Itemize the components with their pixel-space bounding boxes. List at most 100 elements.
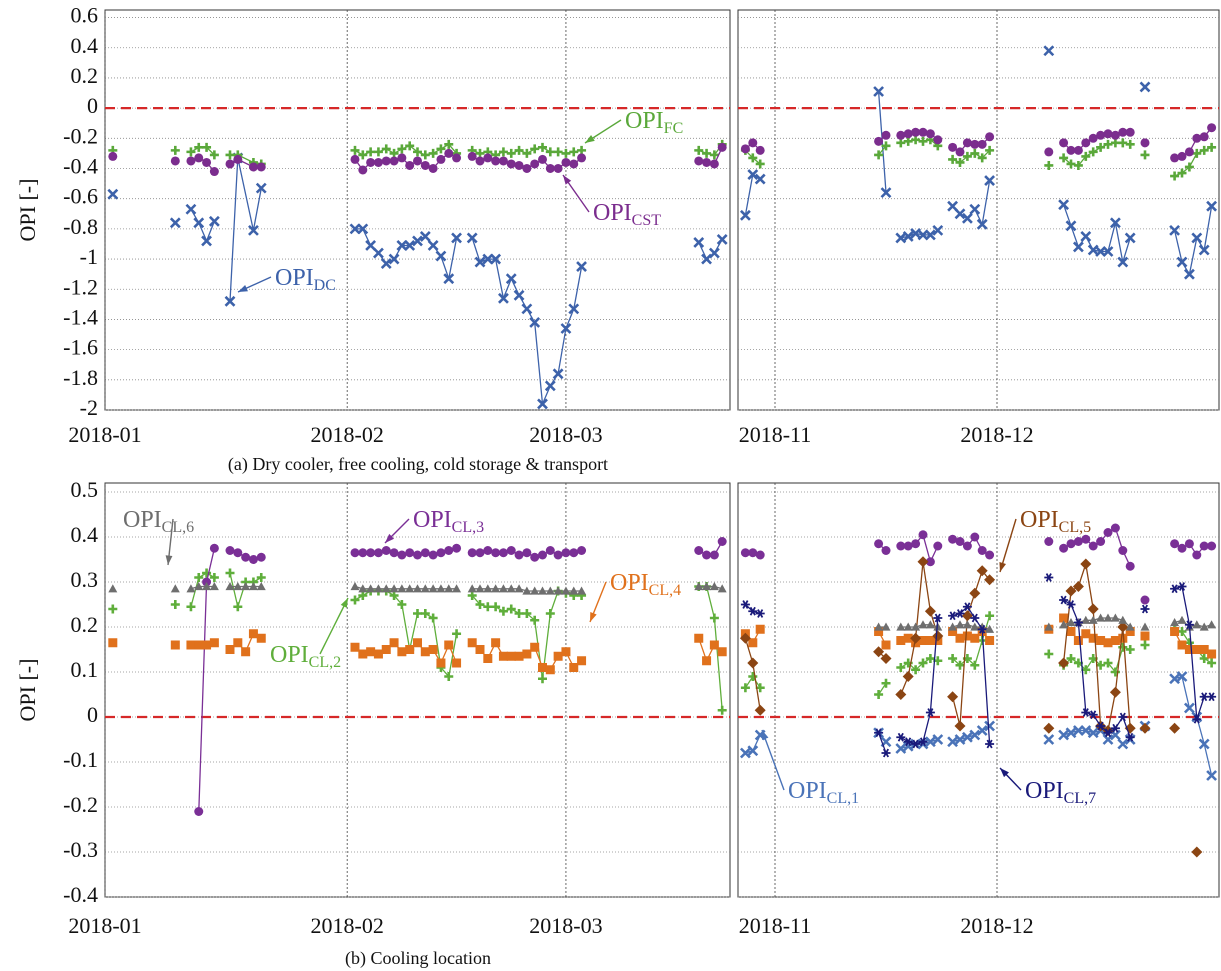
- marker: [1199, 622, 1209, 631]
- marker: [1044, 622, 1054, 631]
- x-tick-label: 2018-01: [68, 422, 141, 447]
- marker: [444, 672, 454, 681]
- marker: [1207, 541, 1217, 551]
- marker: [514, 145, 524, 155]
- marker: [933, 135, 943, 145]
- marker: [248, 162, 258, 172]
- marker: [1169, 722, 1181, 734]
- marker: [1184, 539, 1194, 549]
- marker: [1206, 200, 1218, 212]
- marker: [1088, 133, 1098, 143]
- marker: [1073, 537, 1083, 546]
- marker: [1184, 147, 1194, 157]
- series-label: OPICL,3: [413, 507, 484, 536]
- marker: [1198, 244, 1210, 256]
- marker: [475, 584, 485, 593]
- marker: [545, 163, 555, 173]
- marker: [209, 638, 219, 648]
- marker: [1066, 654, 1076, 663]
- marker: [709, 159, 719, 169]
- marker: [256, 162, 266, 172]
- marker: [969, 587, 981, 599]
- marker: [506, 159, 516, 169]
- marker: [955, 147, 965, 157]
- marker: [709, 640, 719, 650]
- marker: [1192, 133, 1202, 143]
- marker: [970, 613, 980, 623]
- marker: [881, 622, 891, 631]
- marker: [186, 156, 196, 166]
- marker: [902, 671, 914, 682]
- arrow-head: [1000, 768, 1009, 778]
- marker: [366, 647, 376, 657]
- marker: [1170, 539, 1180, 549]
- marker: [452, 584, 462, 593]
- marker: [358, 165, 368, 175]
- marker: [925, 557, 935, 567]
- marker: [1081, 151, 1091, 161]
- marker: [717, 705, 727, 715]
- marker: [467, 591, 477, 600]
- marker: [925, 620, 935, 629]
- marker: [702, 148, 712, 158]
- marker: [498, 147, 508, 157]
- marker: [1118, 138, 1128, 148]
- marker: [1110, 613, 1120, 622]
- marker: [170, 584, 180, 593]
- marker: [412, 235, 423, 247]
- y-tick-label: 0.3: [71, 567, 99, 592]
- marker: [1207, 142, 1217, 152]
- marker: [194, 807, 204, 816]
- marker: [747, 657, 759, 669]
- marker: [208, 215, 220, 227]
- marker: [754, 173, 766, 185]
- marker: [185, 203, 197, 215]
- marker: [233, 638, 243, 648]
- marker: [350, 582, 360, 591]
- marker: [748, 606, 758, 616]
- y-tick-label: -0.3: [63, 837, 98, 862]
- marker: [538, 154, 547, 164]
- marker: [911, 127, 921, 137]
- marker: [948, 622, 958, 631]
- marker: [962, 620, 972, 629]
- marker: [881, 748, 891, 758]
- marker: [1043, 722, 1055, 734]
- marker: [969, 729, 981, 741]
- marker: [748, 153, 758, 163]
- marker: [962, 654, 972, 663]
- marker: [903, 136, 913, 146]
- marker: [108, 584, 118, 593]
- marker: [1191, 232, 1203, 244]
- marker: [1073, 160, 1083, 170]
- marker: [918, 136, 928, 146]
- marker: [233, 602, 243, 612]
- marker: [1183, 268, 1195, 280]
- series-subscript: CL,4: [649, 582, 681, 599]
- marker: [755, 159, 765, 169]
- series-label: OPICL,4: [610, 570, 681, 599]
- marker: [1118, 615, 1128, 624]
- marker: [491, 602, 501, 612]
- marker: [925, 129, 935, 139]
- series-line: [190, 617, 1212, 671]
- marker: [1207, 620, 1217, 629]
- y-tick-label: -0.1: [63, 747, 98, 772]
- marker: [924, 229, 936, 241]
- marker: [1088, 710, 1098, 720]
- marker: [483, 584, 493, 593]
- marker: [225, 546, 235, 555]
- marker: [702, 656, 712, 666]
- marker: [483, 654, 493, 663]
- y-tick-label: -0.2: [63, 123, 98, 148]
- marker: [466, 232, 478, 244]
- marker: [903, 737, 913, 747]
- marker: [1118, 712, 1128, 722]
- marker: [475, 645, 485, 654]
- marker: [569, 159, 579, 169]
- marker: [491, 584, 501, 593]
- marker: [467, 548, 477, 558]
- marker: [491, 548, 501, 558]
- marker: [498, 292, 509, 304]
- marker: [373, 548, 383, 558]
